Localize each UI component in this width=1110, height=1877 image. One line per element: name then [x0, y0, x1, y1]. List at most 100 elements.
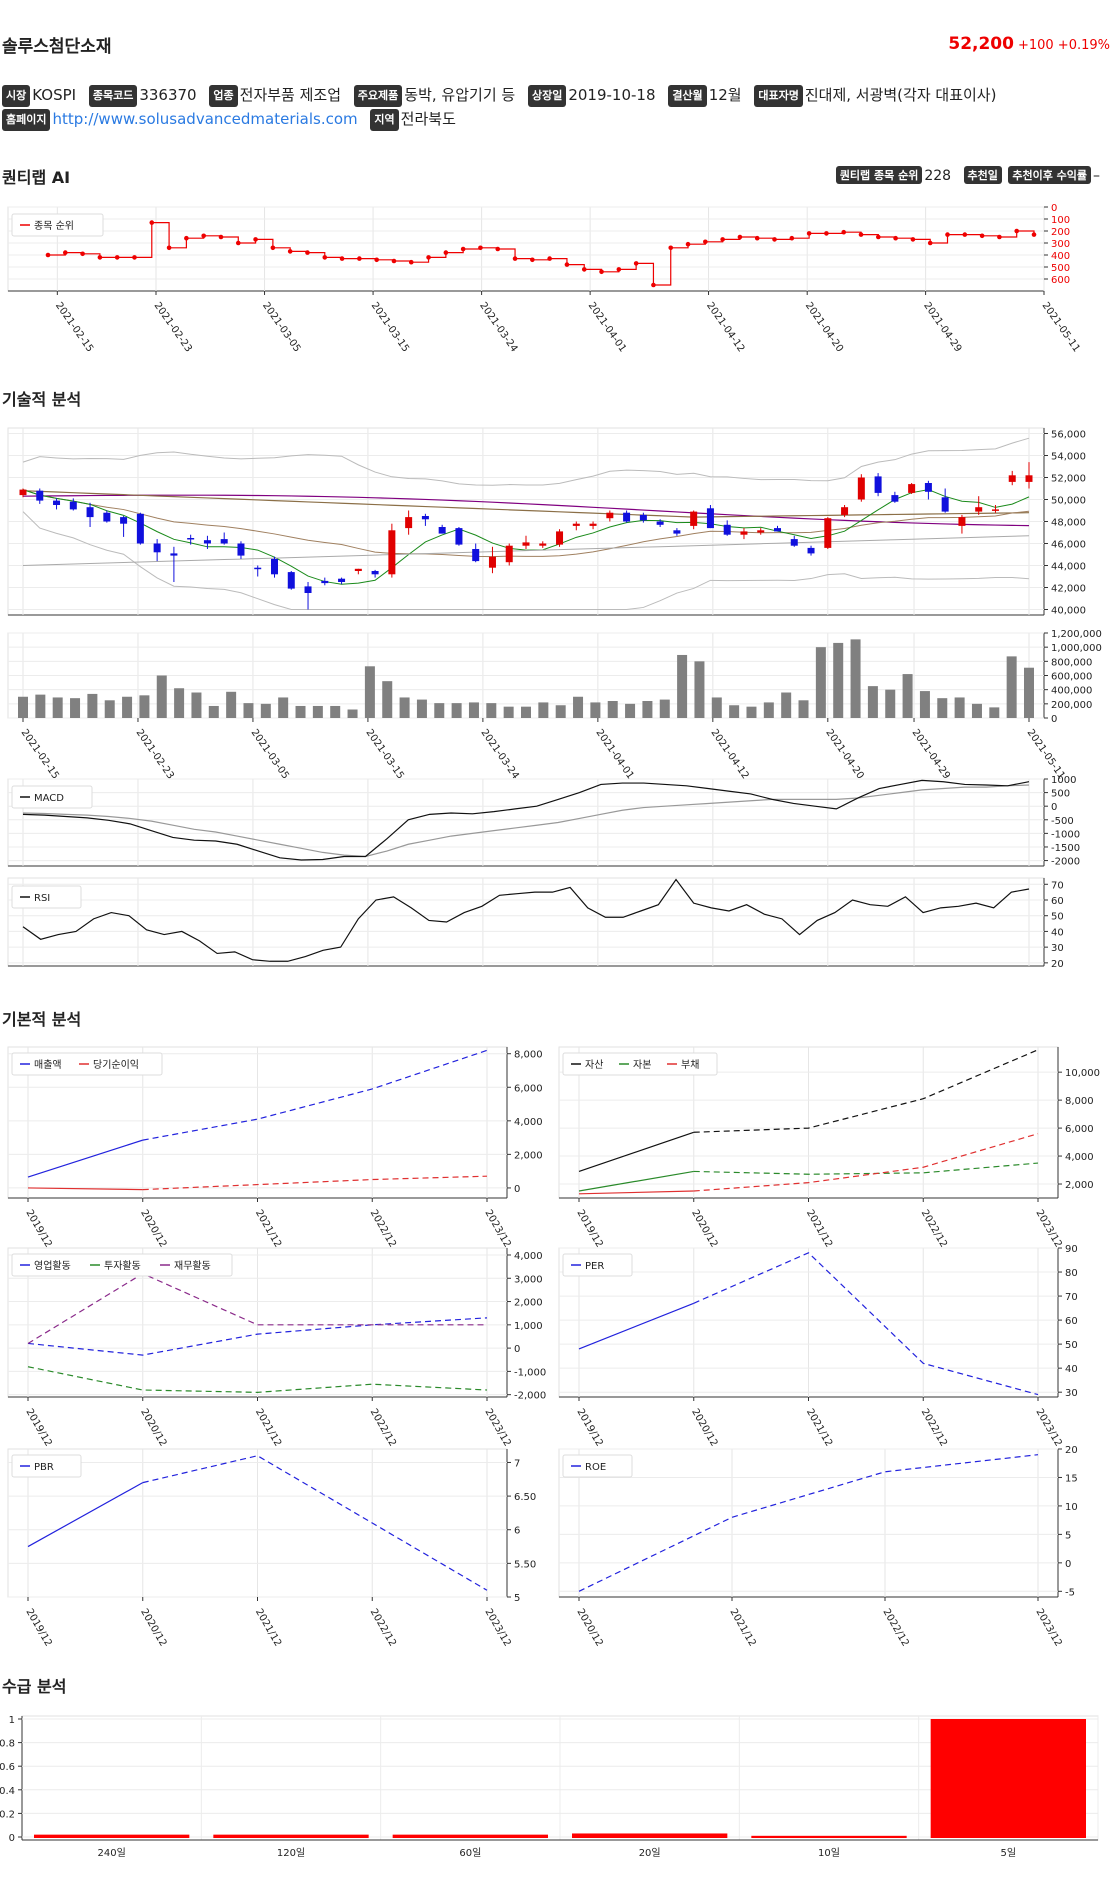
volume-bar [347, 709, 358, 718]
rank-point [581, 267, 587, 272]
rank-point [287, 249, 293, 254]
rec-return-value: – [1093, 168, 1100, 184]
rank-chart-ytick-label: 500 [1051, 263, 1070, 274]
volume-chart-xtick-label: 2021-03-15 [363, 727, 405, 781]
balance-chart-ytick-label: 6,000 [1065, 1124, 1094, 1135]
roe-chart-series-0-forecast [578, 1454, 1039, 1592]
price-chart-ytick-label: 48,000 [1051, 518, 1086, 529]
per-chart-ytick-label: 80 [1065, 1268, 1078, 1279]
rank-point [754, 235, 760, 241]
candle-body [187, 538, 195, 540]
section-title-supply: 수급 분석 [2, 1677, 67, 1696]
supply-chart-ytick-label: 0 [9, 1833, 15, 1844]
volume-bar [867, 686, 878, 718]
volume-bar [885, 689, 896, 718]
volume-bar [971, 703, 982, 718]
rank-point [720, 237, 725, 242]
roe-chart-xtick-label: 2021/12 [727, 1607, 757, 1648]
candle-body [405, 517, 413, 529]
candle-body [874, 476, 882, 493]
supply-chart-ytick-label: 0.4 [0, 1786, 15, 1797]
volume-bar [52, 697, 63, 718]
rank-point [478, 245, 483, 251]
candle-body [1025, 475, 1033, 482]
rank-point [45, 252, 51, 258]
candle-body [254, 567, 262, 570]
sales-chart-legend-label: 매출액 [34, 1059, 62, 1071]
volume-bar [208, 705, 219, 718]
region-value: 전라북도 [400, 110, 456, 128]
candle-body [606, 512, 614, 519]
section-title-technical: 기술적 분석 [2, 390, 82, 409]
price-chart-ytick-label: 42,000 [1051, 584, 1086, 595]
volume-bar [625, 703, 636, 718]
candle-body [975, 507, 983, 512]
rank-point [357, 256, 362, 261]
candle-body [220, 539, 228, 544]
pbr-chart-xtick-label: 2022/12 [368, 1607, 398, 1648]
volume-bar [278, 697, 289, 718]
candle-body [656, 521, 664, 525]
candle-body [287, 572, 295, 589]
candle-body [36, 490, 44, 501]
roe-chart-ytick-label: 5 [1065, 1530, 1071, 1541]
ceo-value: 진대제, 서광벽(각자 대표이사) [804, 86, 997, 104]
bollinger-upper [22, 437, 1030, 486]
roe-chart-ytick-label: 15 [1065, 1473, 1078, 1484]
rank-point [201, 233, 206, 239]
balance-chart-series-0 [578, 1131, 694, 1173]
supply-xtick-label: 60일 [459, 1847, 481, 1859]
rank-point [910, 237, 916, 242]
balance-chart-ytick-label: 8,000 [1065, 1096, 1094, 1107]
industry-tag: 업종 [209, 85, 238, 107]
balance-chart-legend-label: 자산 [585, 1059, 603, 1071]
rsi-chart-ytick-label: 40 [1051, 927, 1064, 938]
rank-point [80, 251, 85, 257]
code-tag: 종목코드 [88, 85, 138, 107]
cashflow-chart-series-1-forecast [27, 1366, 488, 1393]
rank-point [62, 250, 68, 255]
candle-body [354, 568, 362, 571]
per-chart-legend [562, 1253, 633, 1277]
cashflow-chart-ytick-label: 3,000 [514, 1274, 543, 1285]
rank-point [408, 259, 414, 265]
candle-body [271, 558, 278, 575]
pbr-chart-xtick-label: 2021/12 [253, 1607, 283, 1648]
volume-bar [451, 703, 462, 718]
macd-chart-ytick-label: 500 [1051, 789, 1070, 800]
rank-point [253, 237, 258, 242]
homepage-link[interactable]: http://www.solusadvancedmaterials.com [52, 110, 358, 128]
volume-bar [312, 705, 323, 718]
pbr-chart-series-0 [27, 1482, 144, 1548]
volume-chart-xtick-label: 2021-03-05 [248, 727, 290, 781]
candle-body [488, 556, 496, 568]
ma60-line [22, 490, 1030, 518]
volume-chart-xtick-label: 2021-05-11 [1025, 727, 1067, 781]
balance-chart-legend [562, 1052, 718, 1076]
homepage-tag: 홈페이지 [2, 109, 51, 131]
supply-xtick-label: 240일 [98, 1847, 126, 1859]
volume-bar [18, 696, 28, 718]
rsi-chart-ytick-label: 70 [1051, 880, 1064, 891]
info-row-2: 홈페이지 http://www.solusadvancedmaterials.co… [2, 109, 464, 131]
balance-chart-xtick-label: 2022/12 [919, 1208, 949, 1249]
sales-chart-series-0 [27, 1139, 143, 1178]
per-chart-ytick-label: 40 [1065, 1364, 1078, 1375]
candle-body [522, 542, 530, 546]
roe-chart-ytick-label: 20 [1065, 1445, 1078, 1456]
candle-body [673, 530, 681, 534]
roe-chart-frame [558, 1448, 1059, 1598]
rank-point [166, 245, 172, 251]
sales-chart-ytick-label: 4,000 [514, 1117, 543, 1128]
macd-signal-line [22, 784, 1030, 858]
balance-chart-series-2 [578, 1190, 694, 1195]
volume-bar [781, 692, 792, 718]
rsi-chart-ytick-label: 60 [1051, 896, 1064, 907]
volume-bar [503, 706, 514, 718]
cashflow-chart-ytick-label: 0 [514, 1344, 520, 1355]
rank-chart-ytick-label: 0 [1051, 203, 1057, 214]
supply-bar [213, 1834, 369, 1838]
volume-bar [191, 692, 202, 718]
pbr-chart-xtick-label: 2019/12 [23, 1607, 53, 1648]
rsi-chart-ytick-label: 30 [1051, 943, 1064, 954]
